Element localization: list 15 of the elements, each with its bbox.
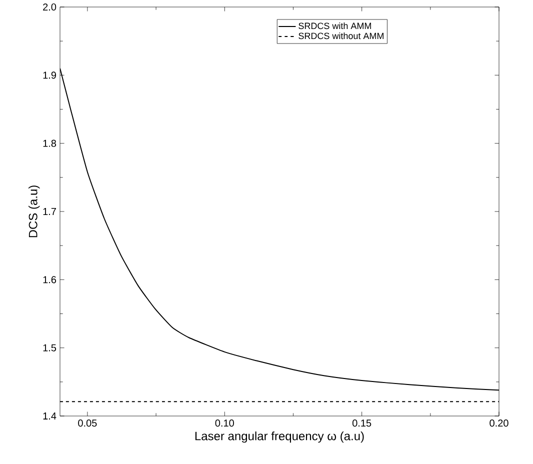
y-tick-label: 1.4 — [43, 412, 56, 420]
x-tick-label: 0.20 — [490, 420, 508, 427]
x-tick-label: 0.05 — [78, 420, 97, 427]
y-tick-label: 1.7 — [43, 208, 56, 215]
y-tick-label: 2.0 — [43, 3, 56, 11]
y-tick-label: 1.5 — [43, 344, 56, 352]
y-tick-label: 1.6 — [43, 276, 56, 284]
legend-label: SRDCS without AMM — [298, 32, 384, 40]
y-tick-label: 1.8 — [43, 140, 56, 147]
x-axis-title: Laser angular frequency ω (a.u) — [195, 431, 364, 443]
y-axis-title: DCS (a.u) — [28, 186, 40, 238]
y-tick-label: 1.9 — [43, 72, 56, 79]
x-tick-label: 0.15 — [352, 420, 372, 427]
x-tick-label: 0.10 — [215, 420, 234, 427]
legend-label: SRDCS with AMM — [298, 22, 371, 30]
